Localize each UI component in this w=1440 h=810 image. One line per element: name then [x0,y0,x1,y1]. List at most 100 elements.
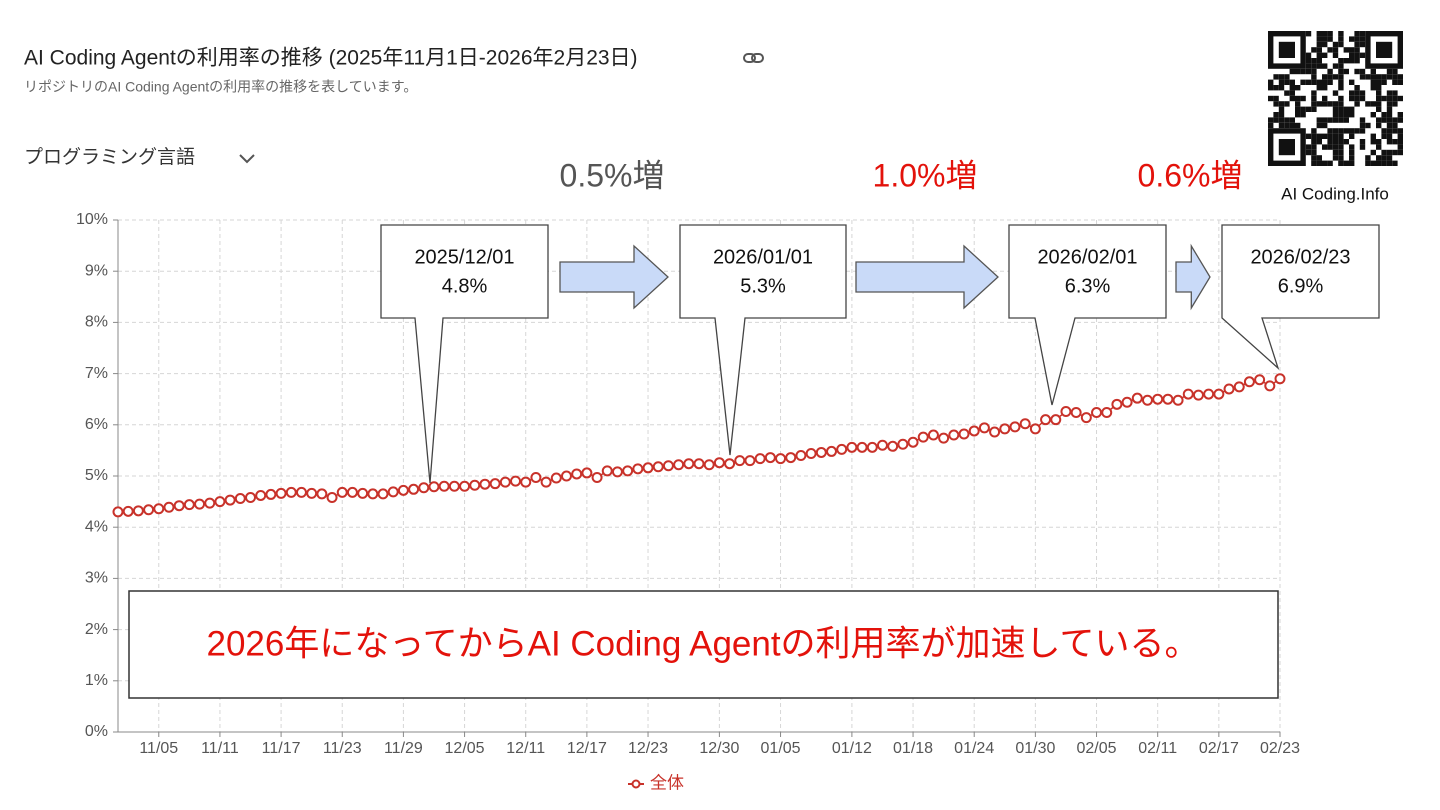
x-tick-label: 02/11 [1138,740,1177,757]
x-tick-label: 01/30 [1015,740,1055,757]
qr-cell [1295,101,1301,107]
y-tick-label: 8% [85,314,108,331]
y-tick-label: 6% [85,416,108,433]
y-tick-label: 4% [85,518,108,535]
marker [479,478,491,490]
qr-cell [1332,112,1339,118]
y-tick-label: 0% [85,723,108,740]
qr-cell [1397,117,1403,123]
qr-cell [1376,122,1382,129]
qr-cell [1359,117,1366,123]
qr-cell [1316,41,1322,48]
marker [448,480,460,492]
marker [785,452,797,464]
qr-cell [1338,128,1344,134]
qr-cell [1354,95,1360,102]
marker [326,492,338,504]
qr-cell [1316,52,1322,58]
qr-cell [1311,68,1317,75]
marker [999,423,1011,435]
marker [1172,394,1184,406]
qr-cell [1392,95,1398,102]
y-tick-label: 10% [76,211,108,228]
qr-cell [1381,112,1387,118]
marker [1141,394,1153,406]
x-tick-label: 12/05 [445,740,485,757]
qr-cell [1322,85,1328,91]
qr-cell [1327,133,1333,139]
qr-cell [1370,74,1376,80]
qr-cell [1386,149,1393,156]
qr-cell [1392,79,1398,85]
filter-dropdown[interactable]: プログラミング言語 [24,146,195,168]
qr-cell [1338,149,1344,156]
legend-marker [631,779,641,789]
callout-date: 2026/02/23 [1250,246,1350,268]
qr-cell [1305,79,1312,85]
qr-cell [1365,122,1371,129]
qr-cell [1338,63,1344,69]
marker [295,486,307,498]
qr-cell [1386,155,1393,161]
marker [367,488,379,500]
qr-cell [1316,47,1322,53]
qr-cell [1386,139,1393,145]
qr-cell [1354,128,1360,134]
qr-cell [1316,101,1322,107]
qr-cell [1332,155,1339,161]
marker [1243,376,1255,388]
qr-cell [1359,144,1366,150]
qr-cell [1327,74,1333,80]
marker [469,479,481,491]
marker [978,422,990,434]
qr-cell [1289,85,1295,91]
message: 2026年になってからAI Coding Agentの利用率が加速している。 [206,624,1199,663]
qr-cell [1338,79,1344,85]
qr-cell [1322,31,1328,37]
qr-cell [1386,160,1393,166]
qr-cell [1397,95,1403,102]
qr-cell [1289,95,1295,102]
marker [143,504,155,516]
qr-cell [1268,95,1274,102]
increase-label: 1.0%増 [873,157,978,193]
link-icon[interactable] [743,53,764,63]
qr-cell [1311,155,1317,161]
qr-cell [1365,155,1371,161]
dropdown-caret[interactable] [239,154,255,164]
qr-cell [1386,128,1393,134]
qr-cell [1349,90,1355,96]
qr-cell [1376,79,1382,85]
qr-cell [1386,95,1393,102]
qr-cell [1332,52,1339,58]
marker [397,484,409,496]
marker [662,460,674,472]
marker [306,487,318,499]
qr-cell [1365,74,1371,80]
qr-cell [1311,74,1317,80]
marker [683,458,695,470]
qr-cell [1343,47,1349,53]
marker [989,426,1001,438]
qr-cell [1311,160,1317,166]
marker [173,500,185,512]
marker [183,499,195,511]
marker [224,494,236,506]
qr-cell [1311,47,1317,53]
qr-cell [1354,90,1360,96]
marker [499,476,511,488]
qr-cell [1354,47,1360,53]
qr-cell [1327,101,1333,107]
marker [1070,407,1082,419]
qr-cell [1322,117,1328,123]
qr-cell [1370,112,1376,118]
marker [255,489,267,501]
marker [887,440,899,452]
qr-cell [1322,79,1328,85]
qr-cell [1305,31,1312,37]
qr-cell [1284,74,1290,80]
qr-cell [1327,144,1333,150]
marker [795,450,807,462]
marker [1009,421,1021,433]
qr-cell [1349,112,1355,118]
